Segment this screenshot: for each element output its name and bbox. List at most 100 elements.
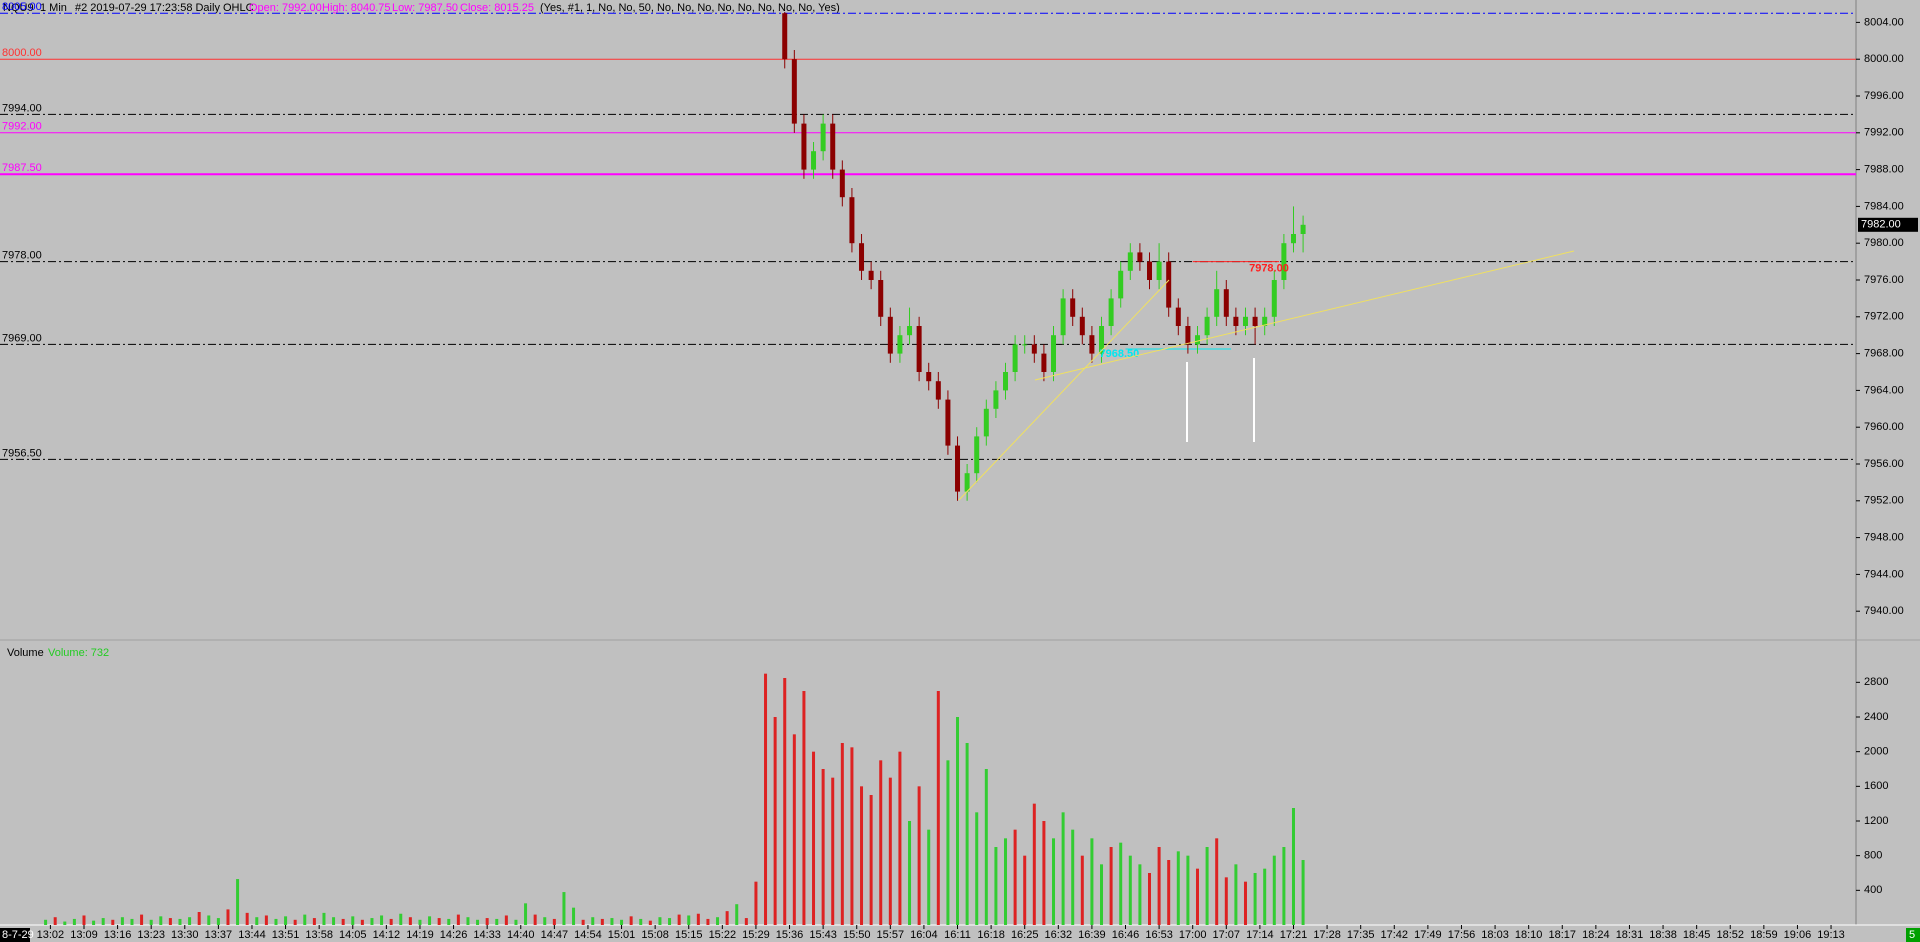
volume-bar xyxy=(236,879,240,925)
volume-bar xyxy=(524,903,528,925)
volume-bar xyxy=(1128,855,1132,925)
x-tick-label: 13:30 xyxy=(171,929,199,941)
volume-bar xyxy=(1186,855,1190,925)
candle-body xyxy=(1060,298,1066,336)
volume-bar xyxy=(764,673,768,925)
candle-body xyxy=(868,270,874,280)
volume-bar xyxy=(303,914,307,925)
candle-body xyxy=(1156,261,1162,280)
candle-body xyxy=(830,123,836,170)
candle-body xyxy=(1099,326,1105,354)
volume-bar xyxy=(792,734,796,925)
volume-bar xyxy=(428,916,432,925)
high: High: 8040.75 xyxy=(322,2,391,14)
candle-body xyxy=(1175,307,1181,326)
volume-title: Volume xyxy=(7,647,44,659)
volume-bar xyxy=(735,904,739,925)
volume-bar xyxy=(696,913,700,925)
y-tick-label: 1200 xyxy=(1864,815,1888,827)
candle-body xyxy=(1089,335,1095,354)
volume-bar xyxy=(917,786,921,925)
volume-bar xyxy=(783,678,787,925)
volume-bar xyxy=(725,911,729,925)
candle-body xyxy=(801,123,807,170)
candle-body xyxy=(1108,298,1114,326)
candle-body xyxy=(849,197,855,244)
volume-bar xyxy=(274,918,278,925)
volume-bar xyxy=(773,717,777,925)
volume-bar xyxy=(533,914,537,925)
volume-bar xyxy=(821,769,825,925)
candle-body xyxy=(1127,252,1133,271)
volume-bar xyxy=(956,717,960,925)
volume-bar xyxy=(1291,808,1295,925)
volume-bar xyxy=(994,847,998,925)
x-tick-label: 17:21 xyxy=(1280,929,1308,941)
candle-body xyxy=(1012,344,1018,372)
volume-bar xyxy=(744,918,748,925)
volume-bar xyxy=(1167,860,1171,925)
candle-body xyxy=(1041,353,1047,372)
volume-bar xyxy=(552,918,556,925)
volume-bar xyxy=(197,912,201,925)
x-tick-label: 17:42 xyxy=(1381,929,1409,941)
x-tick-label: 13:44 xyxy=(238,929,266,941)
x-tick-label: 13:23 xyxy=(137,929,165,941)
volume-bar xyxy=(332,917,336,925)
volume-bar xyxy=(351,916,355,925)
volume-bar xyxy=(1042,821,1046,925)
y-tick-label: 7948.00 xyxy=(1864,532,1904,544)
volume-bar xyxy=(1224,877,1228,925)
x-tick-label: 18:10 xyxy=(1515,929,1543,941)
volume-bar xyxy=(53,917,57,925)
candle-body xyxy=(1079,316,1085,336)
volume-bar xyxy=(572,907,576,925)
volume-bar xyxy=(149,919,153,925)
volume-bar xyxy=(754,881,758,925)
volume-bar xyxy=(226,909,230,925)
volume-bar xyxy=(1157,847,1161,925)
date-stamp: 8-7-29 xyxy=(2,929,34,941)
volume-bar xyxy=(850,747,854,925)
x-tick-label: 14:12 xyxy=(373,929,401,941)
volume-bar xyxy=(120,917,124,925)
volume-bar xyxy=(1148,873,1152,925)
volume-bar xyxy=(399,913,403,925)
volume-bar xyxy=(1272,855,1276,925)
open: Open: 7992.00 xyxy=(249,2,322,14)
close: Close: 8015.25 xyxy=(460,2,534,14)
volume-bar xyxy=(668,918,672,925)
corner-box xyxy=(1906,928,1920,942)
candle-body xyxy=(907,326,913,336)
candle-body xyxy=(945,399,951,446)
x-tick-label: 13:58 xyxy=(305,929,333,941)
low: Low: 7987.50 xyxy=(392,2,458,14)
volume-bar xyxy=(1301,860,1305,925)
date-box xyxy=(0,928,30,942)
candle-body xyxy=(1022,344,1028,346)
volume-bar xyxy=(1013,829,1017,925)
volume-bar xyxy=(687,915,691,925)
y-tick-label: 7940.00 xyxy=(1864,605,1904,617)
volume-bar xyxy=(216,918,220,925)
trend-line xyxy=(958,279,1170,501)
y-tick-label: 1600 xyxy=(1864,780,1888,792)
volume-bar xyxy=(677,914,681,925)
candle-body xyxy=(1070,298,1076,317)
y-tick-label: 7980.00 xyxy=(1864,237,1904,249)
volume-bar xyxy=(629,916,633,925)
x-tick-label: 15:22 xyxy=(709,929,737,941)
x-tick-label: 14:19 xyxy=(406,929,434,941)
y-tick-label: 7984.00 xyxy=(1864,200,1904,212)
y-tick-label: 7944.00 xyxy=(1864,568,1904,580)
x-tick-label: 18:31 xyxy=(1616,929,1644,941)
y-tick-label: 7964.00 xyxy=(1864,384,1904,396)
candle-body xyxy=(1194,335,1200,345)
volume-bar xyxy=(389,918,393,925)
volume-bar xyxy=(82,915,86,925)
volume-bar xyxy=(1061,812,1065,925)
volume-bar xyxy=(130,918,134,925)
volume-bar xyxy=(341,918,345,925)
y-tick-label: 7968.00 xyxy=(1864,348,1904,360)
x-tick-label: 15:01 xyxy=(608,929,636,941)
